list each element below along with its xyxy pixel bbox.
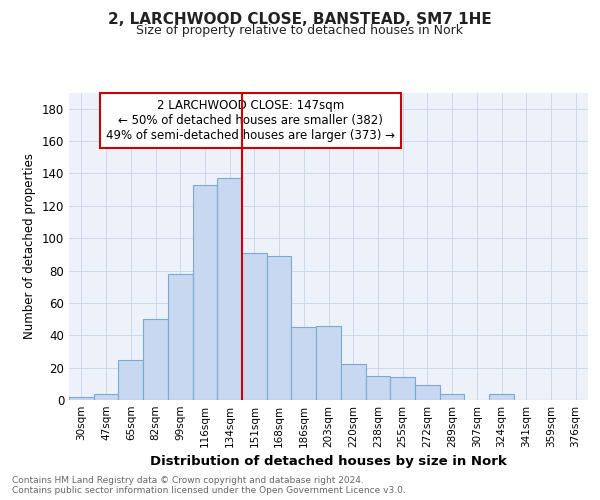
X-axis label: Distribution of detached houses by size in Nork: Distribution of detached houses by size … [150,456,507,468]
Bar [118,360,143,400]
Bar [292,327,316,400]
Text: 2, LARCHWOOD CLOSE, BANSTEAD, SM7 1HE: 2, LARCHWOOD CLOSE, BANSTEAD, SM7 1HE [108,12,492,28]
Bar [242,252,267,400]
Text: 2 LARCHWOOD CLOSE: 147sqm
← 50% of detached houses are smaller (382)
49% of semi: 2 LARCHWOOD CLOSE: 147sqm ← 50% of detac… [106,98,395,142]
Bar [94,394,118,400]
Bar [193,184,217,400]
Bar [168,274,193,400]
Bar [440,394,464,400]
Bar [489,394,514,400]
Text: Contains HM Land Registry data © Crown copyright and database right 2024.
Contai: Contains HM Land Registry data © Crown c… [12,476,406,495]
Y-axis label: Number of detached properties: Number of detached properties [23,153,36,339]
Bar [390,378,415,400]
Bar [316,326,341,400]
Bar [217,178,242,400]
Bar [341,364,365,400]
Bar [415,386,440,400]
Text: Size of property relative to detached houses in Nork: Size of property relative to detached ho… [137,24,464,37]
Bar [69,397,94,400]
Bar [365,376,390,400]
Bar [143,319,168,400]
Bar [267,256,292,400]
